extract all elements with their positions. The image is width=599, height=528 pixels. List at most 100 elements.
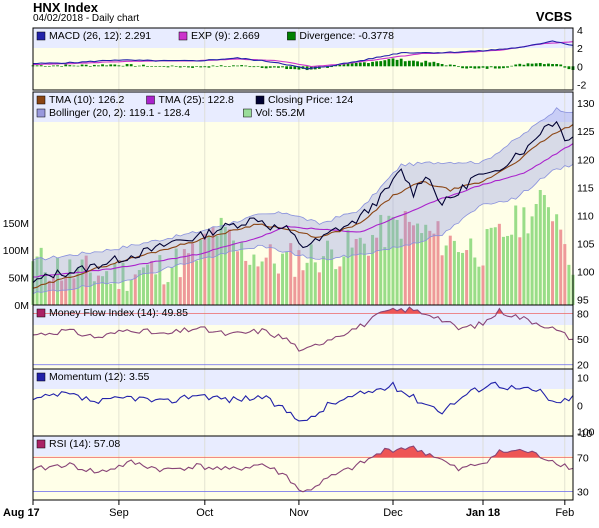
volume-bar [105,271,109,305]
macd-divergence-bar [305,66,309,71]
macd-divergence-bar [432,61,436,67]
macd-divergence-bar [187,66,190,68]
macd-divergence-bar [142,64,145,67]
volume-bar [51,277,55,305]
macd-divergence-bar [252,66,256,68]
macd-divergence-bar [268,66,272,68]
macd-divergence-bar [248,66,252,68]
macd-divergence-bar [502,66,505,69]
volume-bar [281,253,285,305]
macd-divergence-bar [497,66,501,69]
macd-divergence-bar [510,65,514,67]
macd-divergence-bar [387,59,391,67]
volume-bar [452,240,456,305]
macd-divergence-bar [395,59,399,67]
macd-divergence-bar [293,66,297,70]
volume-bar [362,243,366,305]
volume-bar [248,264,252,305]
volume-bar [80,259,84,305]
macd-divergence-bar [452,64,456,67]
volume-bar [567,264,571,305]
volume-bar [186,253,190,305]
volume-bar [506,235,510,305]
macd-divergence-bar [80,64,84,67]
volume-bar [109,283,113,305]
rsi-line [32,445,574,493]
macd-divergence-bar [362,62,366,67]
volume-bar [219,217,223,305]
price-ytick-6: 100 [577,266,595,278]
macd-legend-0: MACD (26, 12): 2.291 [49,30,151,42]
volume-bar [375,237,379,305]
mfi-legend-0: Money Flow Index (14): 49.85 [49,307,188,319]
macd-divergence-bar [158,65,162,67]
rsi-overbought-fill [33,446,573,458]
macd-divergence-bar [518,63,522,67]
macd-legend-2: Divergence: -0.3778 [299,30,394,42]
macd-divergence-bar [379,61,383,67]
macd-divergence-bar [465,66,469,69]
macd-divergence-bar [203,66,207,68]
volume-bar [227,229,231,305]
macd-divergence-bar [514,64,518,67]
volume-bar [497,223,501,305]
macd-divergence-bar [559,64,563,67]
volume-bar [76,267,80,305]
macd-divergence-bar [477,66,481,69]
volume-bar [207,235,211,305]
macd-divergence-bar [367,63,370,67]
volume-bar [211,227,215,305]
macd-divergence-bar [219,65,223,67]
macd-divergence-bar [166,66,170,68]
volume-bar [60,280,64,305]
chart-subtitle: 04/02/2018 - Daily chart [33,13,140,24]
macd-divergence-bar [236,65,239,67]
momentum-legend-band [33,369,573,389]
volume-bar [84,255,88,305]
x-tick-label-2: Oct [196,507,213,519]
macd-divergence-bar [133,66,137,67]
volume-bar [371,234,375,305]
volume-bar [301,270,305,305]
volume-bar [563,244,567,305]
volume-bar [403,211,407,305]
macd-divergence-bar [506,66,509,68]
macd-divergence-bar [428,62,432,67]
volume-bar [493,227,497,305]
price-ytick-1: 125 [577,126,595,138]
volume-bar [101,276,105,305]
macd-divergence-bar [342,63,346,67]
macd-line [33,40,574,70]
volume-bar [231,240,235,305]
volume-bar [178,277,182,305]
macd-legend-swatch-2 [287,31,296,41]
volume-bar [420,233,424,305]
price-ytick-4: 110 [577,210,594,222]
volume-bar [465,250,469,305]
volume-bar [555,214,559,305]
macd-legend-band [33,28,573,48]
macd-divergence-bar [354,62,358,67]
macd-divergence-bar [68,65,72,67]
x-tick-label-0: Aug 17 [3,507,40,519]
volume-bar [203,233,207,305]
momentum-ytick-1: 0 [577,400,583,412]
macd-divergence-bar [383,60,387,67]
brand-label: VCBS [535,9,572,24]
macd-divergence-bar [399,58,403,67]
volume-bar [411,225,415,305]
macd-divergence-bar [256,66,260,67]
volume-bar [47,280,51,305]
volume-bar [354,239,358,305]
volume-bar [137,270,141,305]
macd-divergence-bar [182,66,186,67]
volume-bar [191,243,195,305]
volume-bar [305,262,309,305]
mfi-line [32,306,574,352]
macd-divergence-bar [555,64,559,67]
macd-divergence-bar [195,66,199,67]
macd-divergence-bar [56,65,59,67]
momentum-ytick-0: 10 [577,372,589,384]
rsi-ytick-0: 100 [577,427,595,439]
